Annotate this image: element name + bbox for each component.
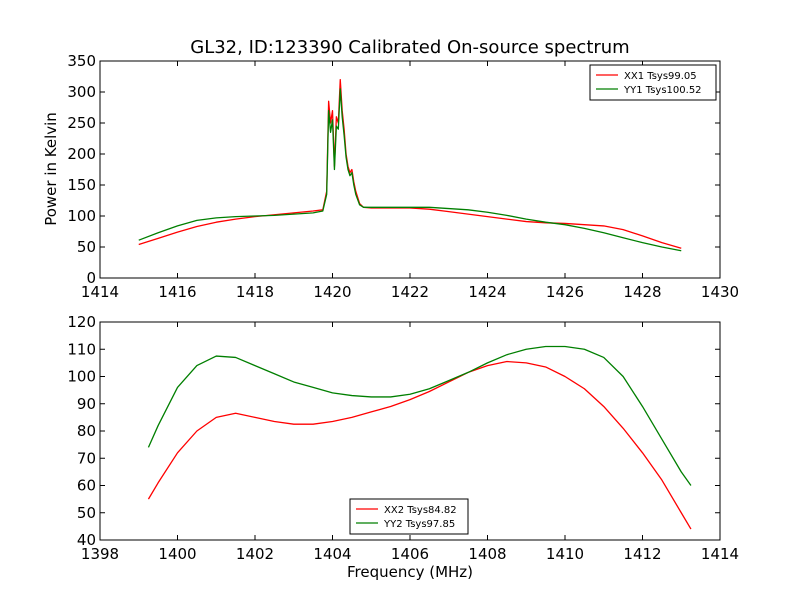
top-plot-series-line-1 xyxy=(138,78,682,249)
top-plot-x-tick-label: 1424 xyxy=(468,283,506,301)
bottom-plot-y-tick-label: 50 xyxy=(77,504,96,522)
top-plot-series-line-2 xyxy=(138,88,682,252)
top-plot: 1414 1416 1418 1420 1422 1424 1426 1428 1430 0 50 1… xyxy=(67,52,739,301)
bottom-plot-y-tick-label: 40 xyxy=(77,531,96,549)
top-plot-x-tick-label: 1418 xyxy=(236,283,274,301)
bottom-plot-y-tick-label: 70 xyxy=(77,449,96,467)
bottom-plot-x-tick-label: 1410 xyxy=(546,545,584,563)
bottom-plot: 1398 1400 1402 1404 1406 1408 1410 1412 1414 40 50… xyxy=(67,313,739,563)
top-plot-x-tick-label: 1420 xyxy=(313,283,351,301)
top-plot-x-tick-label: 1426 xyxy=(546,283,584,301)
bottom-plot-x-axis-label: Frequency (MHz) xyxy=(347,563,473,581)
bottom-plot-y-tick-label: 100 xyxy=(67,368,96,386)
top-plot-x-tick-label: 1430 xyxy=(701,283,739,301)
bottom-plot-legend-label-1: XX2 Tsys84.82 xyxy=(384,505,457,516)
bottom-plot-x-tick-label: 1398 xyxy=(81,545,119,563)
top-plot-legend: XX1 Tsys99.05 YY1 Tsys100.52 xyxy=(589,64,717,101)
bottom-plot-y-tick-label: 60 xyxy=(77,477,96,495)
top-plot-legend-box xyxy=(589,64,717,101)
top-plot-x-tick-label: 1428 xyxy=(623,283,661,301)
figure-title: GL32, ID:123390 Calibrated On-source spe… xyxy=(190,37,629,58)
top-plot-y-tick-label: 200 xyxy=(67,145,96,163)
top-plot-y-tick-label: 0 xyxy=(86,269,96,287)
bottom-plot-y-tick-label: 120 xyxy=(67,313,96,331)
bottom-plot-x-tick-label: 1412 xyxy=(623,545,661,563)
top-plot-y-tick-label: 300 xyxy=(67,83,96,101)
bottom-plot-x-tick-label: 1402 xyxy=(236,545,274,563)
bottom-plot-x-tick-label: 1404 xyxy=(313,545,351,563)
bottom-plot-legend: XX2 Tsys84.82 YY2 Tsys97.85 xyxy=(349,498,469,535)
bottom-plot-y-tick-label: 110 xyxy=(67,340,96,358)
bottom-plot-series-line-2 xyxy=(147,345,692,486)
bottom-plot-legend-box xyxy=(349,498,469,535)
top-plot-y-tick-label: 50 xyxy=(77,238,96,256)
bottom-plot-x-tick-label: 1406 xyxy=(391,545,429,563)
top-plot-x-tick-label: 1414 xyxy=(81,283,119,301)
bottom-plot-x-tick-label: 1400 xyxy=(158,545,196,563)
bottom-plot-x-tick-label: 1414 xyxy=(701,545,739,563)
top-plot-x-tick-label: 1416 xyxy=(158,283,196,301)
top-plot-legend-label-1: XX1 Tsys99.05 xyxy=(624,71,697,82)
top-plot-y-tick-label: 250 xyxy=(67,114,96,132)
bottom-plot-y-tick-label: 80 xyxy=(77,422,96,440)
bottom-plot-x-tick-label: 1408 xyxy=(468,545,506,563)
top-plot-y-tick-label: 150 xyxy=(67,176,96,194)
bottom-plot-series-line-1 xyxy=(147,360,692,530)
top-plot-y-tick-label: 350 xyxy=(67,52,96,70)
top-plot-x-tick-label: 1422 xyxy=(391,283,429,301)
top-plot-y-axis-label: Power in Kelvin xyxy=(42,112,60,226)
bottom-plot-y-tick-label: 90 xyxy=(77,395,96,413)
bottom-plot-legend-label-2: YY2 Tsys97.85 xyxy=(383,519,455,530)
top-plot-y-tick-label: 100 xyxy=(67,207,96,225)
top-plot-legend-label-2: YY1 Tsys100.52 xyxy=(623,85,702,96)
